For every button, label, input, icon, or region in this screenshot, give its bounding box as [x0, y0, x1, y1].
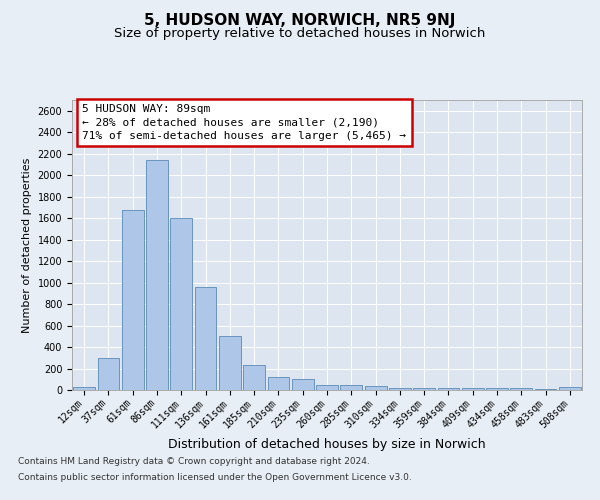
- Bar: [122, 210, 143, 390]
- Bar: [292, 380, 314, 390]
- Bar: [194, 287, 217, 390]
- Bar: [243, 365, 265, 390]
- Text: Contains public sector information licensed under the Open Government Licence v3: Contains public sector information licen…: [18, 472, 412, 482]
- Bar: [340, 384, 362, 390]
- Bar: [462, 388, 484, 390]
- Bar: [219, 336, 241, 390]
- Bar: [316, 384, 338, 390]
- Y-axis label: Number of detached properties: Number of detached properties: [22, 158, 32, 332]
- Bar: [486, 388, 508, 390]
- Text: Contains HM Land Registry data © Crown copyright and database right 2024.: Contains HM Land Registry data © Crown c…: [18, 458, 370, 466]
- Bar: [559, 388, 581, 390]
- Bar: [511, 388, 532, 390]
- Bar: [389, 388, 411, 390]
- Bar: [170, 218, 192, 390]
- Bar: [146, 160, 168, 390]
- Bar: [365, 386, 386, 390]
- Text: 5, HUDSON WAY, NORWICH, NR5 9NJ: 5, HUDSON WAY, NORWICH, NR5 9NJ: [145, 12, 455, 28]
- Bar: [97, 358, 119, 390]
- Bar: [413, 388, 435, 390]
- Bar: [437, 388, 460, 390]
- Text: 5 HUDSON WAY: 89sqm
← 28% of detached houses are smaller (2,190)
71% of semi-det: 5 HUDSON WAY: 89sqm ← 28% of detached ho…: [82, 104, 406, 141]
- X-axis label: Distribution of detached houses by size in Norwich: Distribution of detached houses by size …: [168, 438, 486, 451]
- Text: Size of property relative to detached houses in Norwich: Size of property relative to detached ho…: [115, 28, 485, 40]
- Bar: [268, 376, 289, 390]
- Bar: [73, 388, 95, 390]
